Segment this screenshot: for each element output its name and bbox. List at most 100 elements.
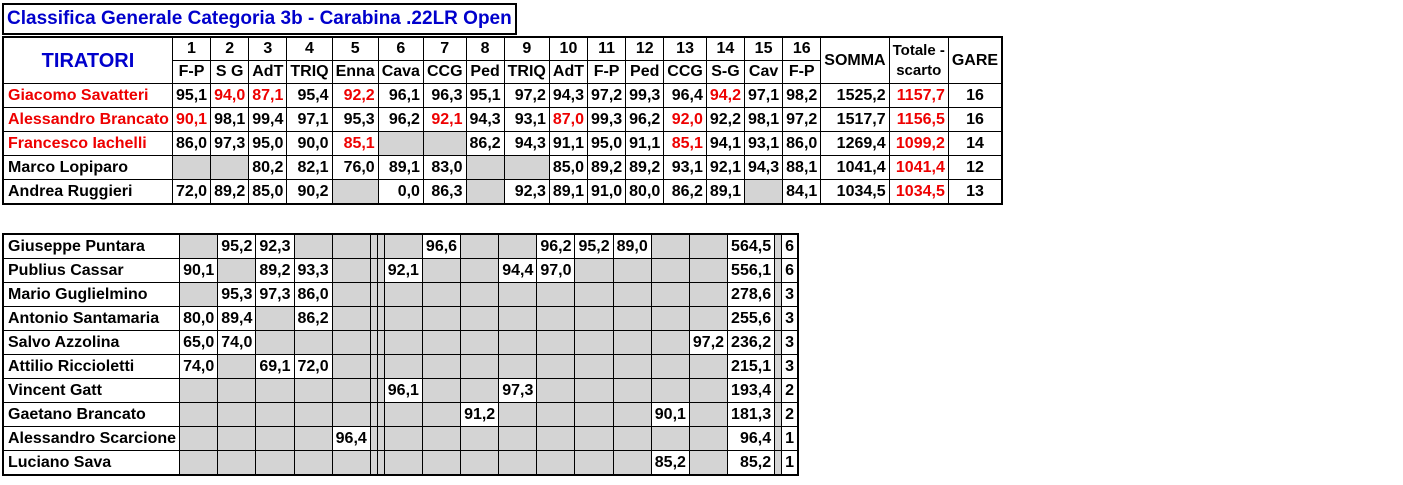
score-cell (612, 258, 652, 283)
table-row: Antonio Santamaria 80,0 89,4 86,2 255,6 3 (2, 306, 799, 331)
table-row: Attilio Riccioletti 74,0 69,1 72,0 215,1 3 (2, 354, 799, 379)
score-cell (460, 282, 500, 307)
score-cell (688, 378, 729, 403)
score-cell (383, 402, 423, 427)
score-cell (376, 330, 385, 355)
score-cell (612, 426, 652, 451)
score-cell: 97,3 (255, 282, 295, 307)
gara-number-header: 13 (663, 36, 707, 61)
score-cell (612, 450, 652, 476)
totale-cell (774, 354, 783, 379)
table-row: Salvo Azzolina 65,0 74,0 97,2 236,2 3 (2, 330, 799, 355)
score-cell: 96,1 (377, 83, 424, 108)
score-cell: 80,0 (179, 306, 219, 331)
score-cell (688, 306, 729, 331)
score-cell: 96,3 (422, 83, 467, 108)
table-row: Vincent Gatt 96,1 97,3 193,4 2 (2, 378, 799, 403)
gara-code-header: Ped (625, 60, 665, 84)
score-cell (536, 330, 576, 355)
shooter-name: Mario Guglielmino (2, 282, 181, 307)
somma-cell: 1041,4 (820, 155, 890, 180)
gara-code-header: AdT (548, 60, 589, 84)
score-cell (460, 450, 500, 476)
gara-code-header: Cava (377, 60, 424, 84)
score-cell (331, 378, 371, 403)
score-cell: 86,0 (782, 131, 822, 156)
score-cell (383, 426, 423, 451)
score-cell (536, 378, 576, 403)
ranking-table-others: Giuseppe Puntara 95,2 92,3 96,6 96,2 95,2 89,0… (2, 233, 799, 476)
somma-cell: 236,2 (727, 330, 776, 355)
gara-code-header: Enna (331, 60, 379, 84)
shooter-name: Marco Lopiparo (2, 155, 173, 180)
score-cell (612, 378, 652, 403)
score-cell (460, 233, 500, 259)
score-cell (179, 282, 219, 307)
score-cell (331, 330, 371, 355)
score-cell (383, 354, 423, 379)
score-cell (421, 306, 462, 331)
score-cell: 97,3 (498, 378, 538, 403)
score-cell (331, 306, 371, 331)
gara-code-header: TRIQ (286, 60, 333, 84)
score-cell (179, 378, 219, 403)
score-cell (650, 282, 690, 307)
gara-number-header: 16 (782, 36, 822, 61)
gara-number-header: 5 (331, 36, 379, 61)
score-cell (376, 402, 385, 427)
table-row: Giacomo Savatteri 95,1 94,0 87,1 95,4 92,2 96,… (2, 83, 1003, 108)
score-cell: 89,2 (210, 179, 250, 205)
score-cell: 86,2 (293, 306, 333, 331)
score-cell: 99,4 (248, 107, 288, 132)
score-cell (217, 378, 257, 403)
score-cell: 86,0 (293, 282, 333, 307)
score-cell (421, 426, 462, 451)
score-cell: 89,1 (548, 179, 589, 205)
score-cell: 86,0 (171, 131, 212, 156)
score-cell (376, 233, 385, 259)
gara-code-header: Ped (465, 60, 505, 84)
ranking-table-top: TIRATORI 1 2 3 4 5 6 7 8 9 10 11 12 13 14 15 16 SOMMA Tota… (2, 36, 1004, 205)
score-cell: 97,1 (286, 107, 333, 132)
shooter-name: Alessandro Scarcione (2, 426, 181, 451)
totale-cell: 1034,5 (888, 179, 949, 205)
score-cell (688, 233, 729, 259)
score-cell (688, 402, 729, 427)
score-cell (179, 450, 219, 476)
gara-code-header: F-P (782, 60, 822, 84)
score-cell (574, 402, 614, 427)
table-row: Andrea Ruggieri 72,0 89,2 85,0 90,2 0,0 86,3 92… (2, 179, 1003, 205)
score-cell: 94,3 (548, 83, 589, 108)
totale-cell (774, 233, 783, 259)
score-cell: 92,2 (705, 107, 746, 132)
score-cell (376, 258, 385, 283)
score-cell (465, 155, 505, 180)
somma-cell: 181,3 (727, 402, 776, 427)
score-cell: 89,1 (377, 155, 424, 180)
score-cell: 92,3 (255, 233, 295, 259)
score-cell (460, 330, 500, 355)
totale-cell: 1157,7 (888, 83, 949, 108)
score-cell: 99,3 (587, 107, 627, 132)
somma-cell: 556,1 (727, 258, 776, 283)
score-cell (421, 378, 462, 403)
score-cell (498, 330, 538, 355)
score-cell: 90,0 (286, 131, 333, 156)
score-cell (255, 450, 295, 476)
score-cell: 93,3 (293, 258, 333, 283)
score-cell (465, 179, 505, 205)
score-cell: 86,2 (465, 131, 505, 156)
somma-cell: 564,5 (727, 233, 776, 259)
score-cell: 88,1 (782, 155, 822, 180)
table-row: Publius Cassar 90,1 89,2 93,3 92,1 94,4 97,0 55… (2, 258, 799, 283)
score-cell: 94,4 (498, 258, 538, 283)
gare-cell: 14 (947, 131, 1003, 156)
totale-cell: 1156,5 (888, 107, 949, 132)
score-cell: 92,1 (383, 258, 423, 283)
score-cell (369, 354, 378, 379)
shooter-name: Luciano Sava (2, 450, 181, 476)
score-cell (421, 402, 462, 427)
score-cell: 72,0 (293, 354, 333, 379)
score-cell: 82,1 (286, 155, 333, 180)
score-cell (574, 354, 614, 379)
